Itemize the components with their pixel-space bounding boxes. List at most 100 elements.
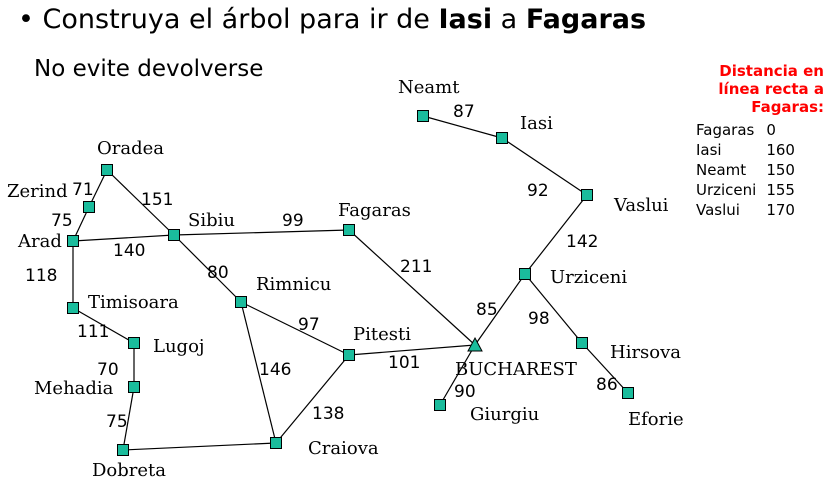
- distance-label-oradea-sibiu: 151: [141, 190, 173, 210]
- city-label-craiova: Craiova: [308, 438, 379, 459]
- distance-label-hirsova-eforie: 86: [596, 375, 618, 395]
- city-labels: Arad Zerind Oradea Sibiu Timisoara Lugoj Mehad…: [7, 77, 684, 481]
- city-node-rimnicu: [235, 296, 247, 308]
- city-label-arad: Arad: [17, 231, 62, 252]
- city-label-rimnicu: Rimnicu: [256, 274, 331, 295]
- distance-label-sibiu-rimnicu: 80: [207, 263, 229, 283]
- legend-title: Distancia en línea recta a Fagaras:: [718, 62, 824, 116]
- city-label-oradea: Oradea: [97, 138, 164, 159]
- legend-row: Fagaras 0: [696, 120, 795, 140]
- legend-city: Fagaras: [696, 121, 755, 139]
- city-node-urziceni: [519, 268, 531, 280]
- legend-value: 160: [766, 141, 795, 159]
- heuristic-legend: Distancia en línea recta a Fagaras: Faga…: [696, 62, 824, 220]
- legend-city: Vaslui: [696, 201, 740, 219]
- distance-label-pitesti-craiova: 138: [312, 404, 344, 424]
- city-node-vaslui: [581, 189, 593, 201]
- road-pitesti-craiova: [275, 354, 350, 444]
- distance-label-timisoara-lugoj: 111: [77, 322, 109, 342]
- road-sibiu-rimnicu: [173, 234, 242, 303]
- city-node-craiova: [270, 437, 282, 449]
- distance-label-mehadia-dobreta: 75: [106, 412, 128, 432]
- road-urziceni-vaslui: [524, 194, 588, 275]
- city-node-eforie: [622, 387, 634, 399]
- distance-label-arad-timisoara: 118: [25, 266, 57, 286]
- distance-label-urziceni-hirsova: 98: [528, 309, 550, 329]
- city-label-fagaras: Fagaras: [338, 200, 411, 221]
- legend-row: Iasi 160: [696, 140, 795, 160]
- city-node-timisoara: [67, 302, 79, 314]
- city-node-dobreta: [117, 444, 129, 456]
- city-node-neamt: [417, 110, 429, 122]
- city-node-arad: [67, 235, 79, 247]
- city-label-pitesti: Pitesti: [353, 324, 411, 345]
- slide-title: • Construya el árbol para ir de Iasi a F…: [18, 4, 647, 35]
- city-label-giurgiu: Giurgiu: [470, 404, 539, 425]
- legend-value: 0: [766, 121, 776, 139]
- road-iasi-neamt: [422, 115, 503, 139]
- road-arad-sibiu: [72, 234, 175, 242]
- city-node-bucharest: [467, 336, 483, 352]
- title-from: Iasi: [438, 4, 493, 35]
- city-label-timisoara: Timisoara: [88, 292, 179, 313]
- road-timisoara-lugoj: [72, 307, 135, 344]
- city-label-iasi: Iasi: [520, 113, 553, 134]
- city-label-hirsova: Hirsova: [610, 342, 681, 363]
- city-node-zerind: [83, 201, 95, 213]
- road-urziceni-hirsova: [524, 273, 583, 344]
- road-zerind-oradea: [88, 169, 108, 208]
- road-sibiu-fagaras: [173, 229, 350, 236]
- legend-row: Urziceni 155: [696, 180, 795, 200]
- distance-label-pitesti-bucharest: 101: [388, 353, 420, 373]
- road-fagaras-bucharest: [348, 229, 476, 346]
- distance-label-sibiu-fagaras: 99: [282, 211, 304, 231]
- legend-city: Neamt: [696, 161, 747, 179]
- city-node-hirsova: [576, 337, 588, 349]
- legend-value: 155: [766, 181, 795, 199]
- city-label-dobreta: Dobreta: [92, 460, 166, 481]
- city-label-zerind: Zerind: [7, 181, 68, 202]
- distance-label-rimnicu-craiova: 146: [259, 360, 291, 380]
- legend-table: Fagaras 0 Iasi 160 Neamt 150 Urziceni 155 Va…: [696, 120, 795, 220]
- distance-label-urziceni-vaslui: 142: [566, 232, 598, 252]
- distance-label-zerind-oradea: 71: [72, 180, 94, 200]
- city-node-iasi: [496, 132, 508, 144]
- slide-subtitle: No evite devolverse: [34, 56, 264, 82]
- road-mehadia-dobreta: [122, 386, 135, 451]
- title-middle: a: [492, 4, 526, 35]
- legend-row: Vaslui 170: [696, 200, 795, 220]
- city-label-sibiu: Sibiu: [188, 210, 235, 231]
- distance-label-rimnicu-pitesti: 97: [298, 315, 320, 335]
- legend-city: Urziceni: [696, 181, 757, 199]
- legend-row: Neamt 150: [696, 160, 795, 180]
- legend-value: 150: [766, 161, 795, 179]
- city-node-oradea: [101, 164, 113, 176]
- road-rimnicu-craiova: [240, 301, 277, 444]
- distance-label-iasi-neamt: 87: [453, 102, 475, 122]
- distance-label-lugoj-mehadia: 70: [97, 360, 119, 380]
- distance-label-bucharest-urziceni: 85: [476, 300, 498, 320]
- city-label-vaslui: Vaslui: [613, 195, 669, 216]
- city-node-sibiu: [168, 229, 180, 241]
- road-vaslui-iasi: [501, 137, 588, 196]
- city-label-mehadia: Mehadia: [34, 378, 114, 399]
- road-bucharest-giurgiu: [439, 344, 476, 406]
- city-node-mehadia: [128, 381, 140, 393]
- title-to: Fagaras: [525, 4, 647, 35]
- title-prefix: Construya el árbol para ir de: [42, 4, 439, 35]
- city-label-bucharest: BUCHAREST: [455, 359, 577, 380]
- road-distance-labels: 75 71 151 140 118 111 70 75 99 80 97 146 138 101 211 90…: [25, 102, 618, 432]
- city-label-lugoj: Lugoj: [153, 336, 205, 357]
- distance-label-fagaras-bucharest: 211: [400, 257, 432, 277]
- road-hirsova-eforie: [581, 342, 629, 394]
- legend-value: 170: [766, 201, 795, 219]
- city-label-eforie: Eforie: [628, 409, 684, 430]
- city-node-fagaras: [343, 224, 355, 236]
- road-pitesti-bucharest: [348, 344, 476, 356]
- distance-label-arad-zerind: 75: [51, 211, 73, 231]
- road-edges: [72, 115, 629, 451]
- distance-label-vaslui-iasi: 92: [527, 181, 549, 201]
- city-node-giurgiu: [434, 399, 446, 411]
